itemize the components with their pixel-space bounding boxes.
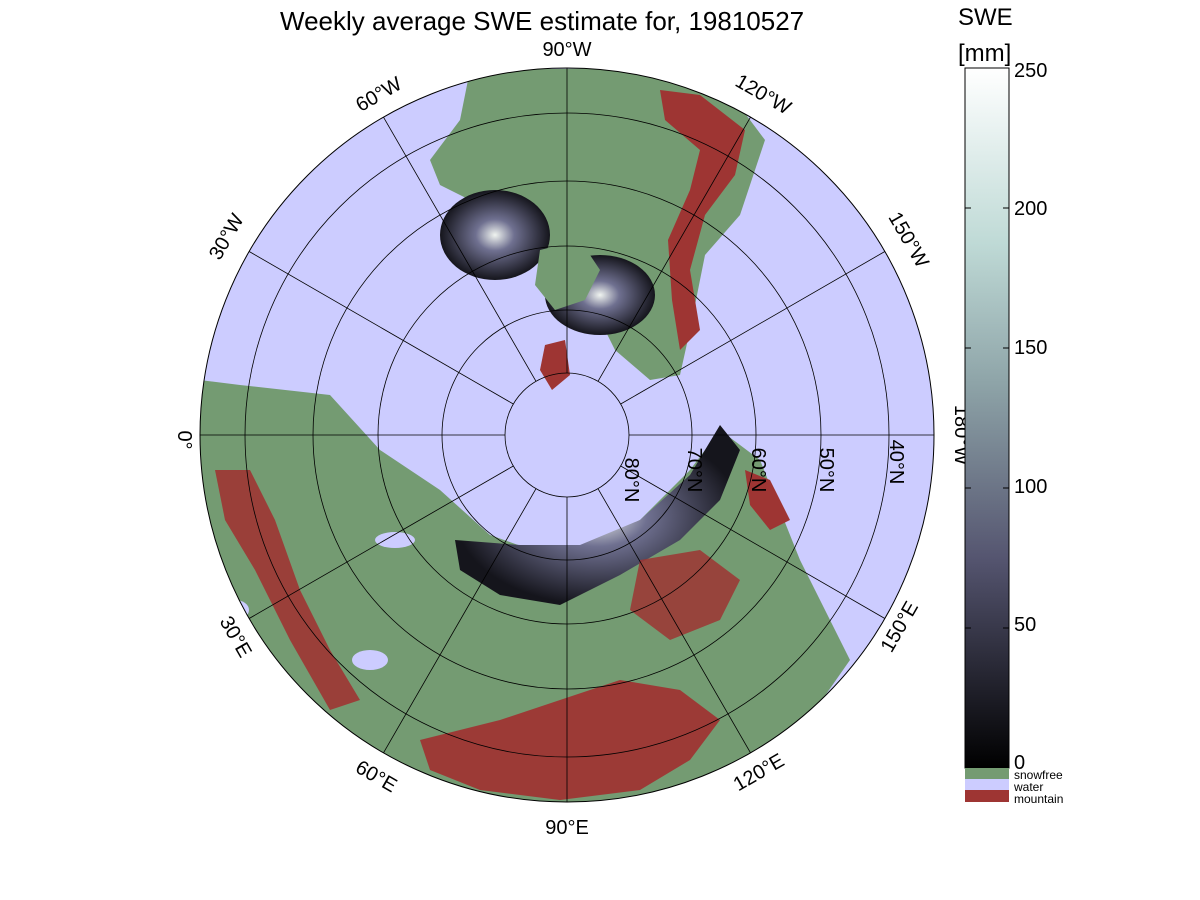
legend-snowfree: snowfree <box>1014 768 1063 782</box>
meridian-line <box>248 465 514 619</box>
parallel-label-70n: 70°N <box>683 448 705 493</box>
snow-greenland <box>440 190 550 280</box>
colorbar-tick-0: 0 <box>1014 752 1026 774</box>
meridian-label-30w: 30°W <box>205 210 249 264</box>
legend-mountain: mountain <box>1014 792 1064 806</box>
landmass-baffin <box>535 240 600 310</box>
mountain-central-asia <box>420 680 720 800</box>
inland-water-baltic <box>375 532 415 548</box>
meridian-line <box>597 116 751 382</box>
map-title: Weekly average SWE estimate for, 1981052… <box>280 6 805 36</box>
parallel-label-60n: 60°N <box>747 448 769 493</box>
colorbar-unit: [mm] <box>958 40 1012 67</box>
snow-siberia <box>455 425 740 605</box>
mountain-arctic <box>540 340 570 390</box>
meridian-line <box>597 488 751 754</box>
meridian-line <box>248 251 514 405</box>
graticule-meridians <box>200 68 934 802</box>
colorbar-tick-150: 150 <box>1014 337 1048 359</box>
mountain-kamchatka <box>745 470 790 530</box>
colorbar-gradient <box>964 67 1010 769</box>
colorbar-tick-50: 50 <box>1014 614 1037 636</box>
mountain-east-asia <box>630 550 740 640</box>
colorbar-swatch-mountain <box>965 790 1009 802</box>
meridian-label-60e: 60°E <box>352 756 401 797</box>
meridian-line <box>620 251 886 405</box>
colorbar-tick-200: 200 <box>1014 198 1048 220</box>
mountain-alps-scandinavia <box>215 470 360 710</box>
map-border <box>199 67 935 803</box>
legend-water: water <box>1014 780 1044 794</box>
colorbar-swatch-snowfree <box>965 768 1009 779</box>
colorbar-tick-100: 100 <box>1014 476 1048 498</box>
meridian-label-90w: 90°W <box>542 39 591 61</box>
parallel-label-40n: 40°N <box>885 440 907 485</box>
parallel-label-50n: 50°N <box>815 448 837 493</box>
colorbar-tick-250: 250 <box>1014 60 1048 82</box>
meridian-line <box>383 116 537 382</box>
meridian-label-90e: 90°E <box>545 817 589 839</box>
map-disc <box>200 68 934 802</box>
colorbar-swatch-water <box>965 779 1009 790</box>
meridian-line <box>620 465 886 619</box>
colorbar-title: SWE <box>958 4 1013 31</box>
parallel-label-80n: 80°N <box>620 458 642 503</box>
meridian-line <box>383 488 537 754</box>
meridian-label-0: 0° <box>173 430 195 449</box>
inland-water-black-sea <box>352 650 388 670</box>
